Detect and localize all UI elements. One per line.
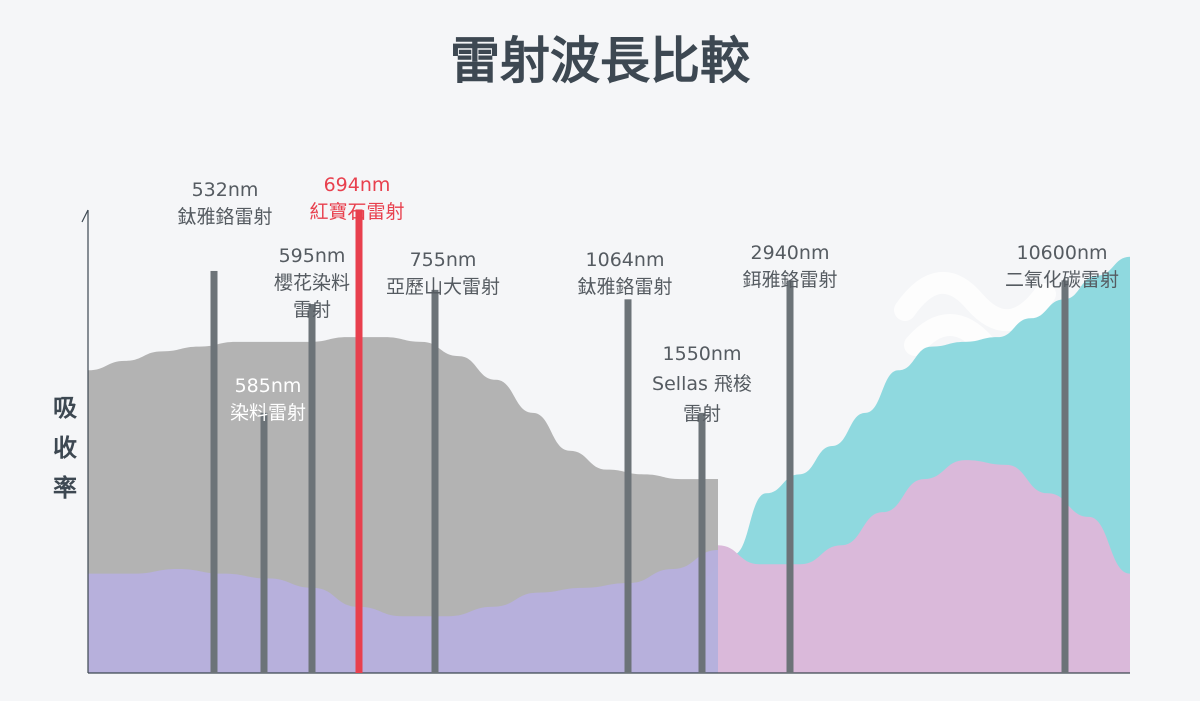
laser-name-label: 二氧化碳雷射 (1005, 269, 1119, 291)
laser-name-label: 雷射 (683, 403, 721, 425)
y-axis-arrow (81, 209, 89, 223)
laser-name-label: 鈦雅鉻雷射 (177, 206, 272, 228)
y-axis-label-char: 收 (53, 434, 77, 462)
laser-bar-595nm (308, 304, 316, 673)
y-axis-label-char: 吸 (53, 394, 77, 422)
laser-wavelength-label: 10600nm (1017, 242, 1108, 264)
laser-bar-2940nm (786, 280, 794, 673)
laser-bar-694nm (355, 209, 363, 673)
absorption-bands (88, 256, 1130, 673)
laser-bar-532nm (210, 270, 218, 673)
laser-name-label: 雷射 (293, 299, 331, 321)
pink-band (718, 460, 1130, 673)
chart-title: 雷射波長比較 (450, 31, 751, 90)
laser-bar-10600nm (1061, 280, 1069, 673)
laser-wavelength-label: 532nm (192, 179, 259, 201)
y-axis-label: 吸收率 (53, 394, 77, 502)
y-axis-label-char: 率 (53, 474, 77, 502)
laser-name-label: 亞歷山大雷射 (386, 276, 500, 298)
laser-wavelength-label: 1550nm (663, 343, 742, 365)
purple-band (88, 550, 718, 673)
laser-bar-755nm (431, 289, 439, 673)
laser-wavelength-label: 1064nm (586, 249, 665, 271)
laser-name-label: 櫻花染料 (274, 272, 350, 294)
laser-bar-1064nm (624, 299, 632, 673)
laser-wavelength-label: 755nm (410, 249, 477, 271)
laser-name-label: 鈦雅鉻雷射 (577, 276, 672, 298)
laser-name-label: Sellas 飛梭 (652, 373, 752, 395)
laser-name-label: 染料雷射 (230, 402, 306, 424)
laser-bar-1550nm (698, 412, 706, 673)
laser-name-label: 鉺雅鉻雷射 (742, 269, 837, 291)
laser-wavelength-label: 595nm (279, 245, 346, 267)
laser-bars (210, 209, 1069, 673)
laser-name-label: 紅寶石雷射 (309, 201, 404, 223)
laser-bar-585nm (260, 412, 268, 673)
laser-wavelength-label: 585nm (235, 375, 302, 397)
laser-wavelength-label: 694nm (324, 174, 391, 196)
laser-wavelength-label: 2940nm (751, 242, 830, 264)
